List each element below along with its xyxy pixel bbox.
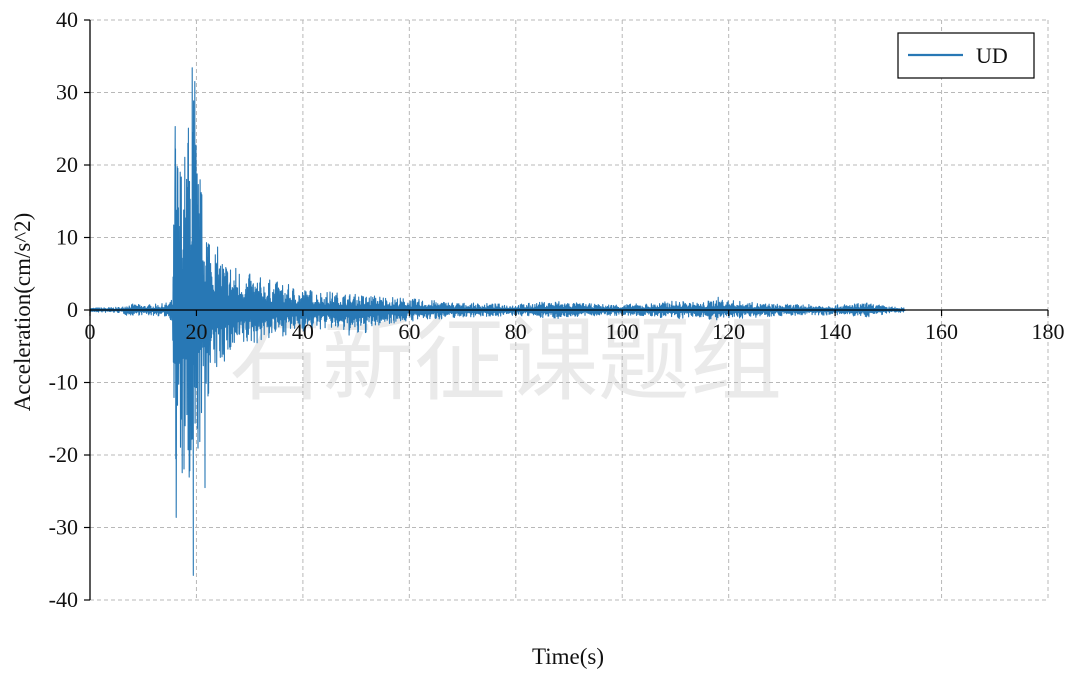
- x-tick-label-140: 140: [819, 319, 852, 344]
- y-tick-label--30: -30: [49, 515, 78, 540]
- x-axis-label: Time(s): [532, 644, 604, 669]
- y-tick-label--20: -20: [49, 442, 78, 467]
- y-tick-label--10: -10: [49, 370, 78, 395]
- series-line-ud: [89, 67, 907, 576]
- x-axis-ticks: 0 20 40 60 80 100 120 140 160 180: [85, 310, 1065, 344]
- y-tick-label-30: 30: [56, 80, 78, 105]
- y-axis-label: Acceleration(cm/s^2): [10, 213, 35, 412]
- x-tick-label-160: 160: [925, 319, 958, 344]
- x-tick-label-100: 100: [606, 319, 639, 344]
- y-axis-ticks: 40 30 20 10 0 -10 -20 -30 -40: [49, 7, 90, 612]
- legend-label-ud: UD: [976, 43, 1008, 68]
- watermark-text: 石新征课题组: [230, 307, 782, 414]
- x-tick-label-180: 180: [1032, 319, 1065, 344]
- y-tick-label--40: -40: [49, 587, 78, 612]
- legend: UD: [897, 32, 1035, 79]
- x-tick-label-0: 0: [85, 319, 96, 344]
- x-tick-label-20: 20: [185, 319, 207, 344]
- y-tick-label-0: 0: [67, 297, 78, 322]
- y-tick-label-20: 20: [56, 152, 78, 177]
- x-tick-label-40: 40: [292, 319, 314, 344]
- x-tick-label-120: 120: [712, 319, 745, 344]
- y-tick-label-10: 10: [56, 225, 78, 250]
- x-tick-label-60: 60: [398, 319, 420, 344]
- y-tick-label-40: 40: [56, 7, 78, 32]
- x-tick-label-80: 80: [505, 319, 527, 344]
